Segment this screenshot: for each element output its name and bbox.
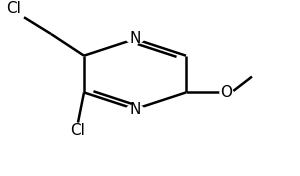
Text: N: N <box>129 102 141 118</box>
Circle shape <box>126 33 144 43</box>
Text: N: N <box>129 31 141 46</box>
Circle shape <box>220 89 233 96</box>
Text: Cl: Cl <box>70 123 86 138</box>
Circle shape <box>126 105 144 115</box>
Text: Cl: Cl <box>6 1 21 16</box>
Text: O: O <box>220 85 232 100</box>
